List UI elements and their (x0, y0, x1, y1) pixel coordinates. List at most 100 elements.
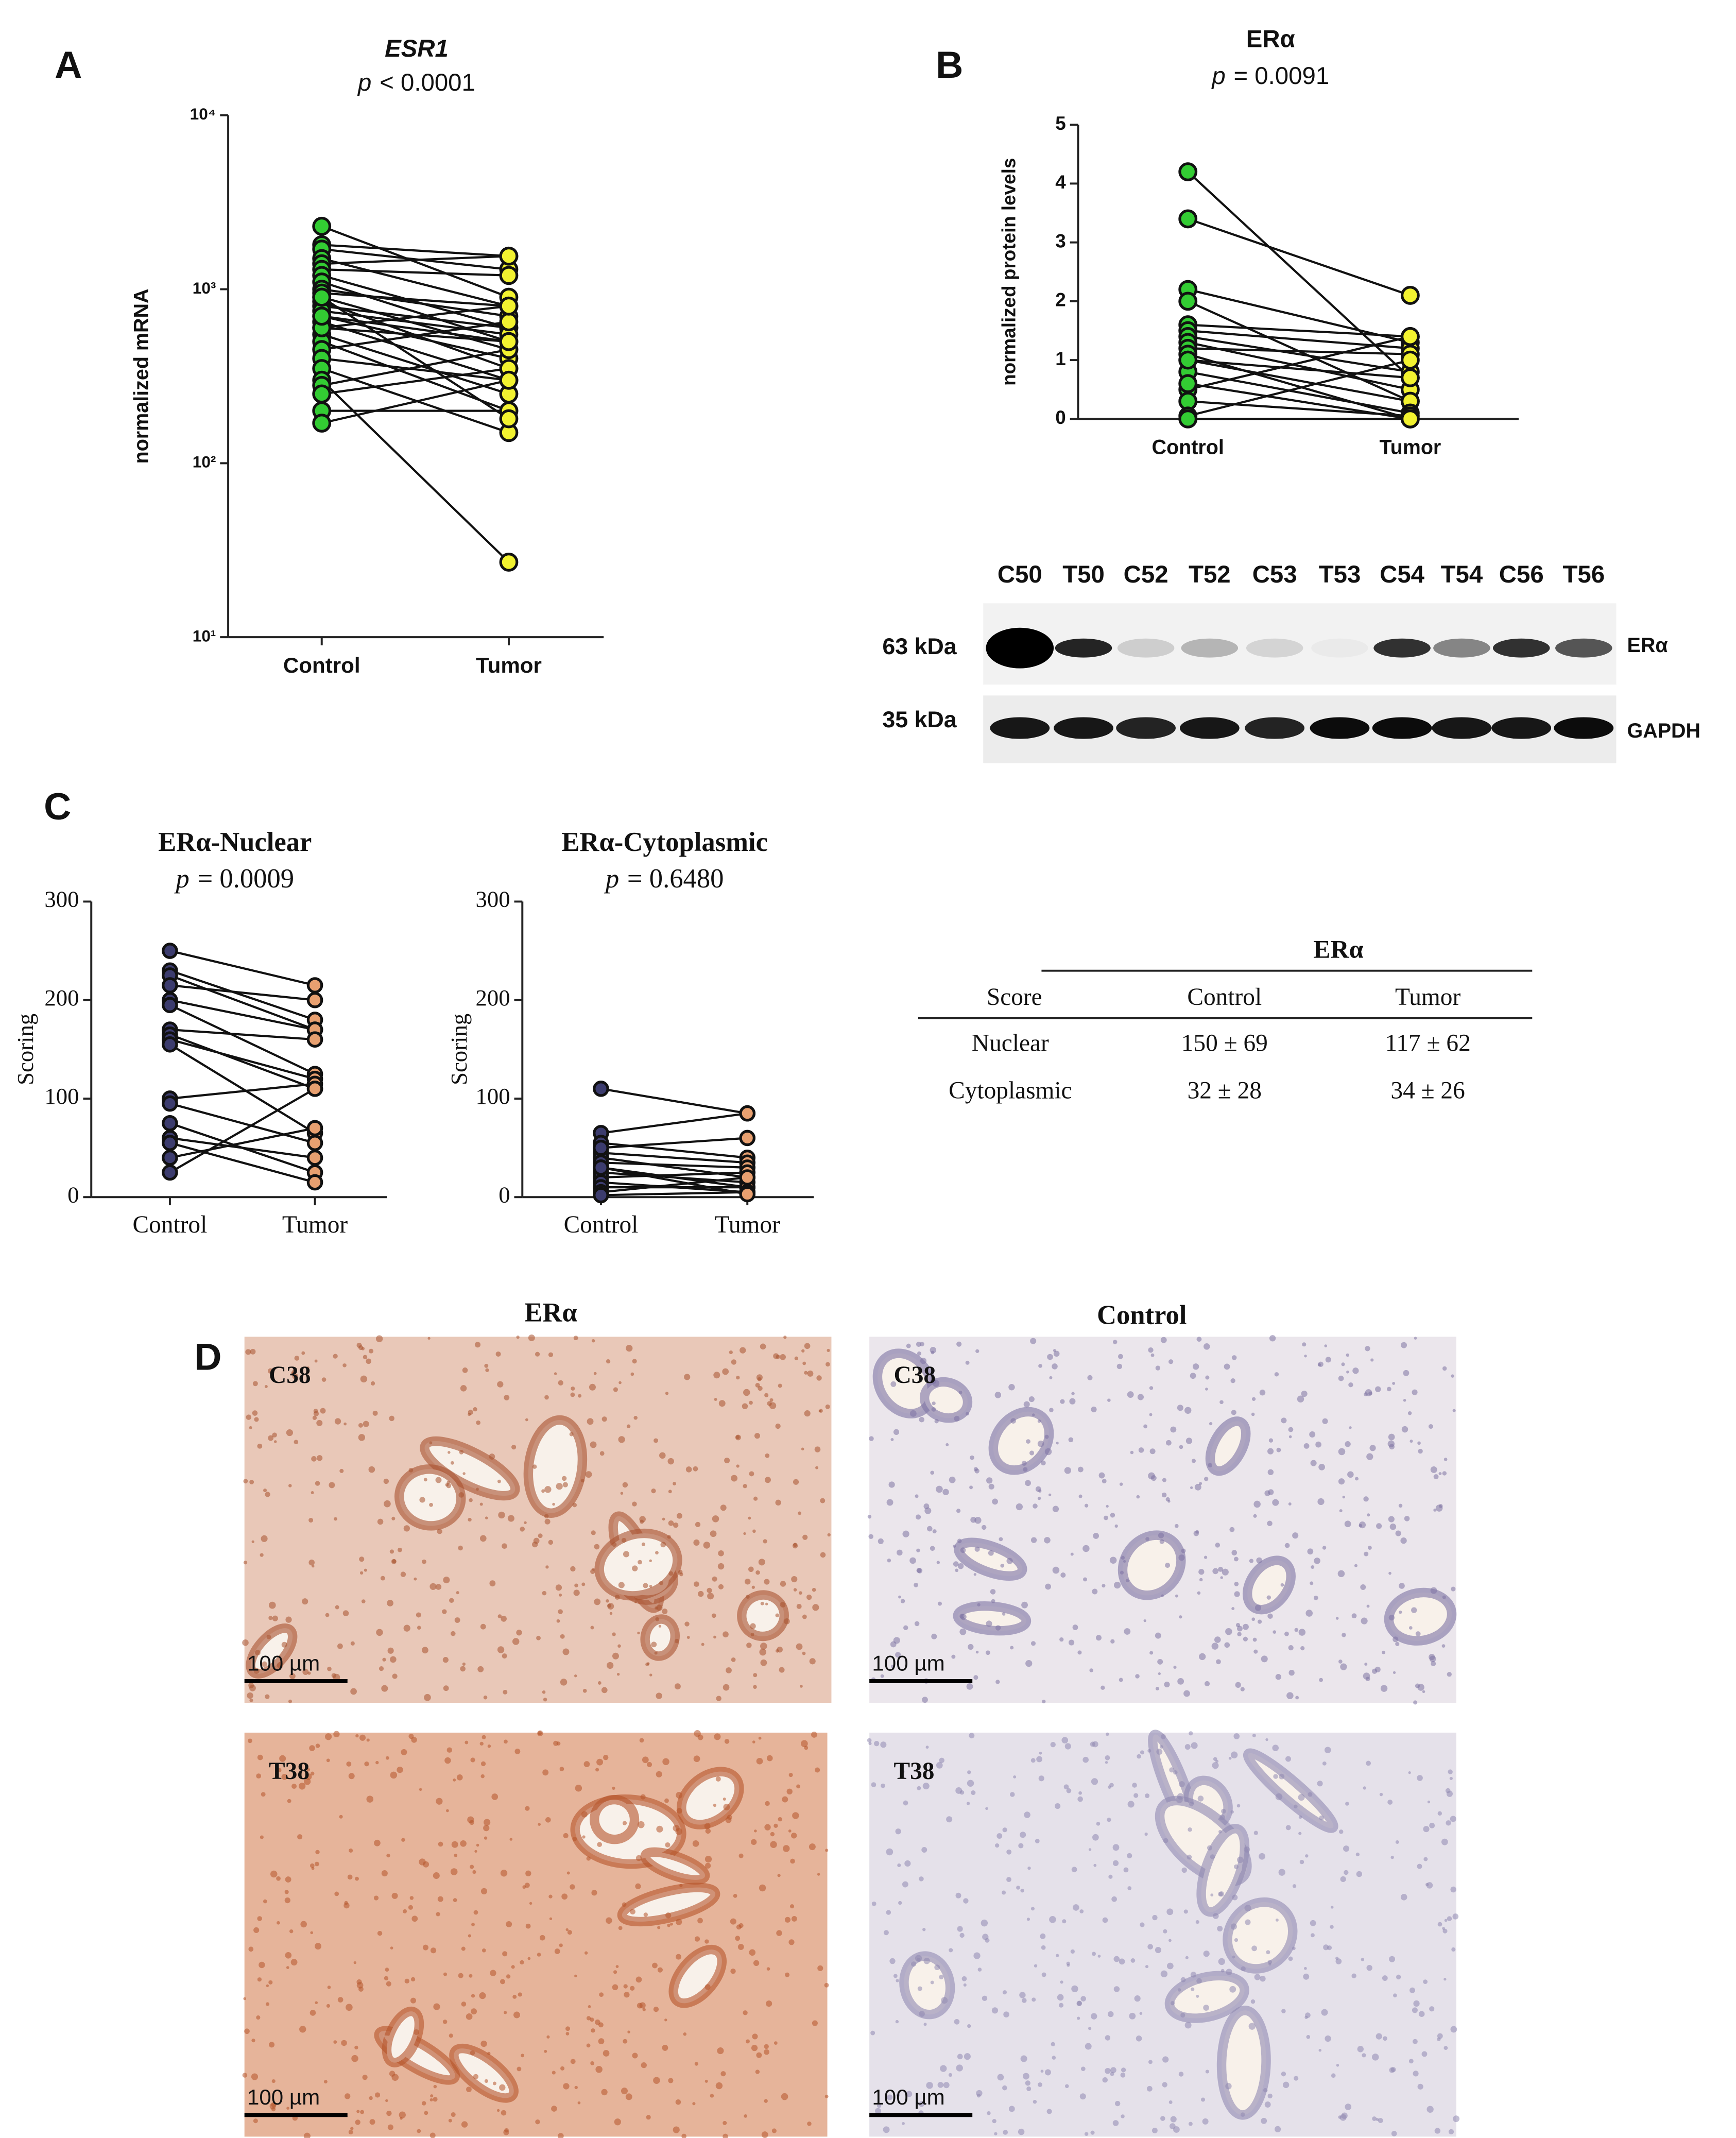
nucleus (1417, 1775, 1423, 1781)
nucleus (1306, 2034, 1311, 2039)
nucleus (369, 1348, 374, 1354)
nucleus (374, 1839, 381, 1846)
nucleus (461, 2121, 468, 2128)
nucleus (764, 1477, 771, 1483)
sample-label: T38 (894, 1758, 935, 1785)
nucleus (1218, 1829, 1222, 1834)
nucleus (1026, 1439, 1030, 1444)
nucleus (1299, 1859, 1304, 1865)
p-text: = 0.6480 (627, 864, 724, 894)
nucleus (595, 2066, 603, 2073)
nucleus (1225, 1628, 1232, 1635)
nucleus (1259, 1389, 1266, 1396)
nucleus (586, 1856, 591, 1861)
nucleus (651, 1641, 657, 1648)
nucleus (1218, 1891, 1224, 1897)
nucleus (796, 1643, 803, 1650)
nucleus (665, 1912, 672, 1919)
nucleus (468, 1934, 471, 1938)
nucleus (459, 1450, 464, 1455)
nucleus (443, 1685, 449, 1691)
nucleus (975, 1650, 979, 1654)
nucleus (1294, 1628, 1299, 1632)
data-point (162, 1135, 178, 1151)
nucleus (556, 1619, 560, 1623)
nucleus (1204, 1477, 1209, 1481)
nucleus (1170, 2116, 1177, 2123)
pair-line (169, 1088, 316, 1174)
data-point (312, 306, 332, 326)
nucleus (601, 2089, 608, 2096)
nucleus (1121, 2114, 1125, 2118)
nucleus (1190, 1373, 1196, 1379)
nucleus (246, 1414, 252, 1420)
nucleus (716, 1696, 721, 1701)
nucleus (766, 1755, 773, 1761)
nucleus (437, 1528, 442, 1534)
nucleus (249, 1698, 253, 1702)
nucleus (529, 1902, 532, 1905)
nucleus (586, 2043, 591, 2048)
nucleus (456, 1591, 459, 1595)
nucleus (552, 2071, 556, 2075)
nucleus (664, 1798, 669, 1803)
nucleus (1096, 1822, 1101, 1826)
nucleus (377, 1930, 383, 1936)
nucleus (801, 1740, 808, 1748)
nucleus (1205, 1375, 1210, 1380)
nucleus (485, 1516, 488, 1519)
nucleus (1263, 2088, 1268, 2093)
nucleus (1189, 1731, 1193, 1736)
nucleus (1298, 1629, 1306, 1636)
nucleus (809, 1658, 816, 1665)
nucleus (1300, 1646, 1305, 1651)
nucleus (909, 1410, 917, 1417)
nucleus (723, 2133, 728, 2138)
band (1373, 638, 1431, 658)
nucleus (649, 1559, 652, 1562)
y-tick-label: 10² (193, 453, 216, 471)
nucleus (1109, 1557, 1117, 1564)
nucleus (704, 1823, 711, 1829)
nucleus (1120, 2072, 1126, 2078)
data-point (593, 1081, 609, 1097)
nucleus (456, 1774, 463, 1781)
nucleus (1038, 1364, 1042, 1368)
pair-line (169, 1137, 315, 1159)
nucleus (443, 1972, 448, 1976)
nucleus (750, 1623, 756, 1629)
nucleus (1211, 1643, 1218, 1650)
nucleus (749, 1949, 756, 1956)
nucleus (537, 1953, 541, 1957)
nucleus (1024, 1811, 1030, 1818)
nucleus (308, 1559, 315, 1566)
nucleus (1451, 1586, 1456, 1592)
nucleus (1310, 1920, 1316, 1926)
nucleus (936, 1761, 943, 1769)
nucleus (896, 1979, 899, 1982)
nucleus (922, 1928, 926, 1931)
nucleus (435, 1584, 442, 1590)
nucleus (649, 1585, 652, 1588)
nucleus (1116, 1363, 1123, 1370)
nucleus (362, 2075, 368, 2080)
nucleus (561, 1476, 567, 1481)
nucleus (1197, 1591, 1201, 1595)
nucleus (360, 2110, 365, 2114)
nucleus (970, 1517, 976, 1523)
nucleus (996, 1833, 1003, 1839)
nucleus (1123, 1560, 1126, 1563)
nucleus (342, 1363, 347, 1367)
nucleus (310, 2010, 316, 2016)
gland (382, 2006, 424, 2067)
nucleus (1177, 1405, 1183, 1411)
gland (1216, 2006, 1271, 2120)
nucleus (746, 1595, 750, 1599)
tissue-image (867, 1730, 1460, 2137)
nucleus (1354, 1564, 1357, 1567)
nucleus (1338, 1478, 1345, 1485)
nucleus (565, 2026, 570, 2031)
nucleus (641, 1542, 645, 1546)
nucleus (676, 1808, 682, 1814)
nucleus (1137, 1394, 1144, 1400)
